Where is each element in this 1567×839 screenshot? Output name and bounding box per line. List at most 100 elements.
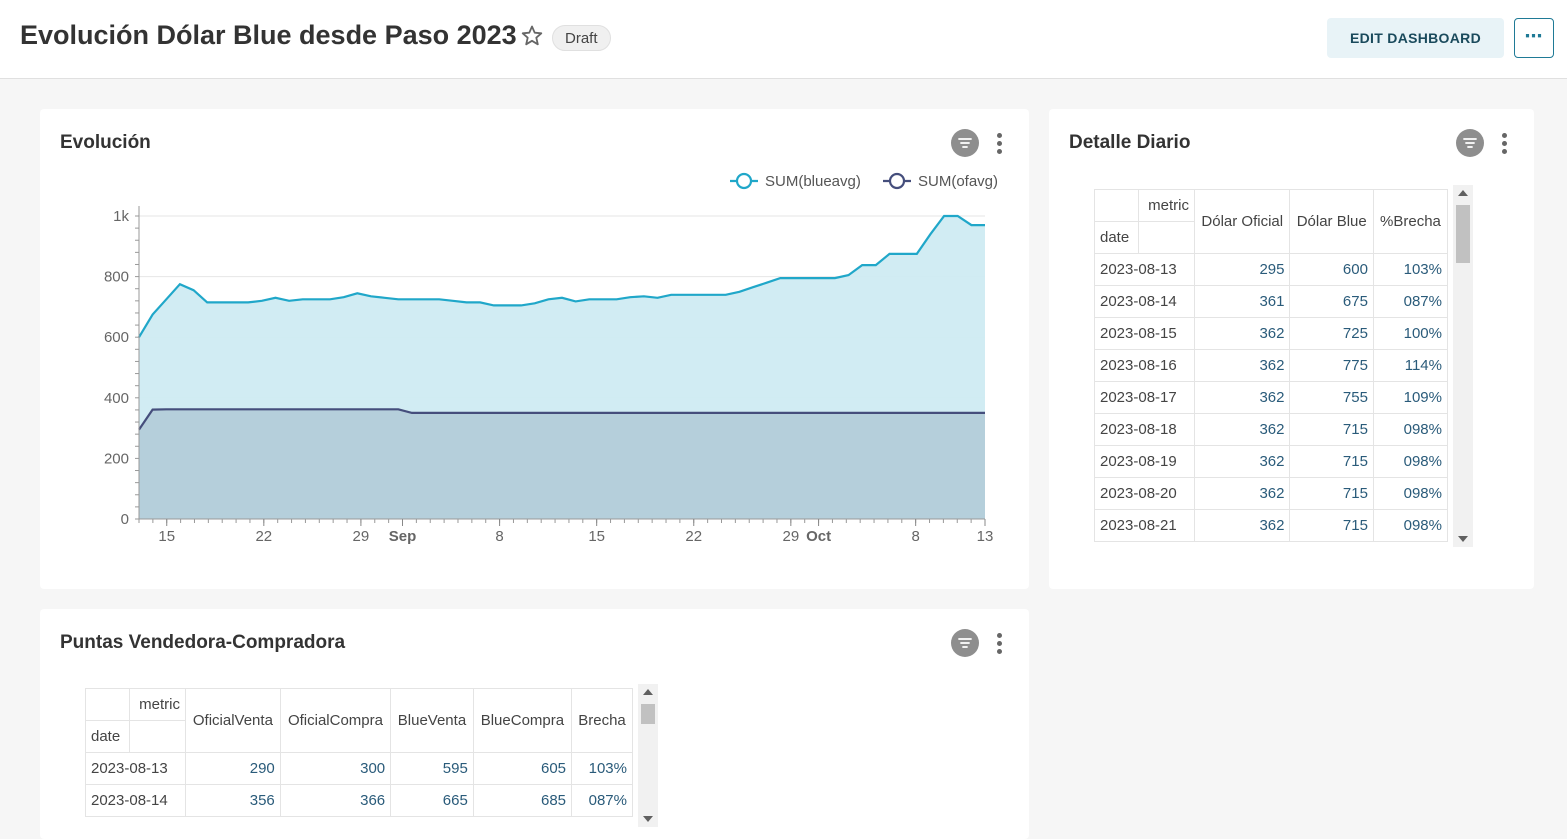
x-tick-label: 15 <box>588 528 605 545</box>
cell-value: 362 <box>1193 509 1291 542</box>
scroll-up-icon[interactable] <box>1458 190 1468 196</box>
scroll-down-icon[interactable] <box>643 816 653 822</box>
cell-value: 362 <box>1193 381 1291 414</box>
x-tick-label: 8 <box>495 528 503 545</box>
scroll-thumb[interactable] <box>1456 205 1470 263</box>
kebab-menu-icon[interactable] <box>1498 131 1510 157</box>
date-header: date <box>1094 221 1139 254</box>
kebab-menu-icon[interactable] <box>993 131 1005 157</box>
column-header[interactable]: OficialVenta <box>185 688 281 753</box>
detalle-card: Detalle Diario metric Dólar Oficial Dóla… <box>1049 109 1534 589</box>
row-date: 2023-08-16 <box>1094 349 1195 382</box>
cell-value: 600 <box>1289 253 1374 286</box>
detalle-scrollbar[interactable] <box>1453 185 1473 547</box>
row-date: 2023-08-18 <box>1094 413 1195 446</box>
row-date: 2023-08-20 <box>1094 477 1195 510</box>
cell-value: 715 <box>1289 413 1374 446</box>
cell-value: 356 <box>185 784 281 817</box>
filter-icon[interactable] <box>951 129 979 157</box>
puntas-card: Puntas Vendedora-Compradora metric Ofici… <box>40 609 1029 839</box>
cell-value: 103% <box>1372 253 1448 286</box>
cell-value: 685 <box>472 784 573 817</box>
series-line <box>138 408 985 431</box>
cell-value: 362 <box>1193 413 1291 446</box>
dashboard-title: Evolución Dólar Blue desde Paso 2023 <box>20 20 517 50</box>
detalle-title: Detalle Diario <box>1069 132 1191 153</box>
metric-header: metric <box>1138 189 1195 222</box>
cell-value: 595 <box>390 752 474 785</box>
column-header[interactable]: Dólar Oficial <box>1193 189 1291 254</box>
scroll-thumb[interactable] <box>641 704 655 724</box>
table-row: 2023-08-15 362 725 100% <box>1094 317 1448 350</box>
cell-value: 755 <box>1289 381 1374 414</box>
y-tick-label: 1k <box>113 208 129 225</box>
cell-value: 725 <box>1289 317 1374 350</box>
puntas-table-viewport: metric OficialVenta OficialCompra BlueVe… <box>85 688 633 827</box>
legend-marker <box>888 172 906 190</box>
row-date: 2023-08-21 <box>1094 509 1195 542</box>
row-date: 2023-08-14 <box>85 784 186 817</box>
cell-value: 098% <box>1372 413 1448 446</box>
row-date: 2023-08-13 <box>1094 253 1195 286</box>
cell-value: 103% <box>571 752 633 785</box>
column-header[interactable]: BlueCompra <box>472 688 573 753</box>
filter-icon[interactable] <box>1456 129 1484 157</box>
row-date: 2023-08-13 <box>85 752 186 785</box>
column-header[interactable]: BlueVenta <box>390 688 474 753</box>
x-tick-label: 22 <box>685 528 702 545</box>
table-row: 2023-08-14 356 366 665 685 087% <box>85 784 633 817</box>
y-tick-label: 0 <box>121 511 129 528</box>
table-row: 2023-08-18 362 715 098% <box>1094 413 1448 446</box>
metric-header: metric <box>129 688 186 721</box>
legend-label: SUM(ofavg) <box>918 173 998 190</box>
more-options-button[interactable]: ⋯ <box>1514 18 1554 58</box>
x-tick-label: 13 <box>977 528 994 545</box>
table-row: 2023-08-16 362 775 114% <box>1094 349 1448 382</box>
y-tick-label: 200 <box>104 450 129 467</box>
edit-dashboard-button[interactable]: EDIT DASHBOARD <box>1327 18 1504 58</box>
cell-value: 775 <box>1289 349 1374 382</box>
y-tick-label: 600 <box>104 329 129 346</box>
cell-value: 715 <box>1289 509 1374 542</box>
kebab-menu-icon[interactable] <box>993 631 1005 657</box>
cell-value: 087% <box>1372 285 1448 318</box>
series-area <box>139 409 985 519</box>
table-row: 2023-08-13 295 600 103% <box>1094 253 1448 286</box>
date-header: date <box>85 720 130 753</box>
x-tick-label: 29 <box>782 528 799 545</box>
cell-value: 109% <box>1372 381 1448 414</box>
filter-icon[interactable] <box>951 629 979 657</box>
evolucion-title: Evolución <box>60 132 151 153</box>
x-tick-label: 8 <box>911 528 919 545</box>
column-header[interactable]: %Brecha <box>1372 189 1448 254</box>
table-row: 2023-08-17 362 755 109% <box>1094 381 1448 414</box>
cell-value: 362 <box>1193 349 1291 382</box>
cell-value: 605 <box>472 752 573 785</box>
scroll-down-icon[interactable] <box>1458 536 1468 542</box>
x-tick-label: Oct <box>806 528 831 545</box>
legend-label: SUM(blueavg) <box>765 173 861 190</box>
column-header[interactable]: OficialCompra <box>279 688 392 753</box>
puntas-title: Puntas Vendedora-Compradora <box>60 632 346 653</box>
column-header[interactable]: Dólar Blue <box>1289 189 1374 254</box>
cell-value: 366 <box>279 784 392 817</box>
star-icon[interactable] <box>520 24 544 48</box>
cell-value: 665 <box>390 784 474 817</box>
scroll-up-icon[interactable] <box>643 689 653 695</box>
cell-value: 100% <box>1372 317 1448 350</box>
puntas-scrollbar[interactable] <box>638 684 658 827</box>
cell-value: 114% <box>1372 349 1448 382</box>
cell-value: 362 <box>1193 317 1291 350</box>
cell-value: 098% <box>1372 477 1448 510</box>
x-tick-label: 29 <box>353 528 370 545</box>
y-tick-label: 400 <box>104 390 129 407</box>
x-tick-label: 15 <box>158 528 175 545</box>
detalle-table-viewport: metric Dólar Oficial Dólar Blue %Brecha … <box>1094 189 1448 547</box>
cell-value: 715 <box>1289 445 1374 478</box>
cell-value: 300 <box>279 752 392 785</box>
row-date: 2023-08-17 <box>1094 381 1195 414</box>
cell-value: 675 <box>1289 285 1374 318</box>
cell-value: 715 <box>1289 477 1374 510</box>
column-header[interactable]: Brecha <box>571 688 633 753</box>
table-row: 2023-08-21 362 715 098% <box>1094 509 1448 542</box>
